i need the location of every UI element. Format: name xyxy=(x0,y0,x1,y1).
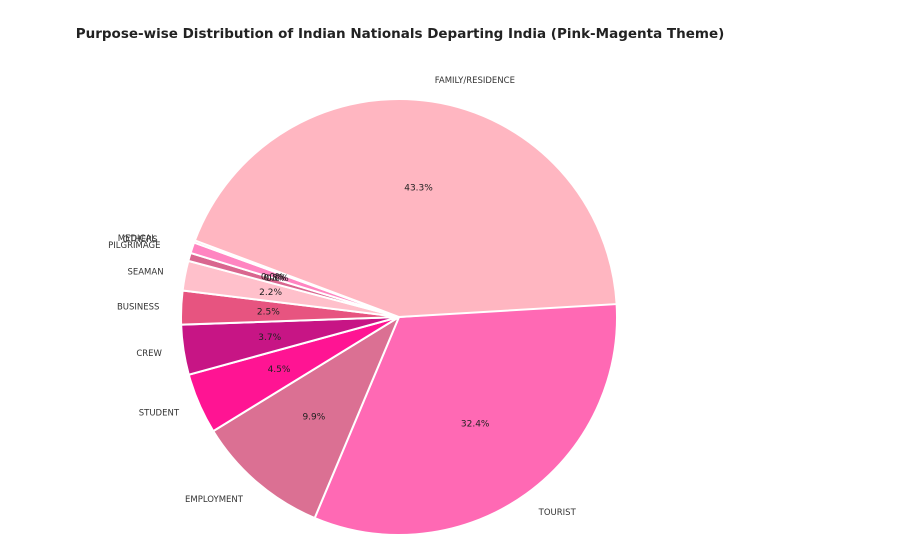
pct-label-tourist: 32.4% xyxy=(461,419,490,429)
pct-label-student: 4.5% xyxy=(268,365,291,375)
category-label-pilgrimage: PILGRIMAGE xyxy=(108,241,160,251)
category-label-medical: MEDICAL xyxy=(118,234,157,244)
category-label-student: STUDENT xyxy=(139,408,180,418)
pct-label-business: 2.5% xyxy=(257,307,280,317)
pct-label-pilgrimage: 0.6% xyxy=(266,274,289,284)
category-label-others: OTHERS xyxy=(123,235,158,245)
pct-label-employment: 9.9% xyxy=(302,412,325,422)
pie-slice-family-residence xyxy=(193,98,618,319)
category-label-seaman: SEAMAN xyxy=(127,267,163,277)
category-label-family-residence: FAMILY/RESIDENCE xyxy=(435,76,515,86)
pie-slice-tourist xyxy=(313,300,618,536)
pct-label-seaman: 2.2% xyxy=(259,288,282,298)
pct-label-medical: 0.0% xyxy=(261,273,284,283)
pct-label-family-residence: 43.3% xyxy=(404,184,433,194)
chart-title: Purpose-wise Distribution of Indian Nati… xyxy=(75,26,725,42)
category-label-crew: CREW xyxy=(136,349,162,359)
category-label-tourist: TOURIST xyxy=(538,508,577,518)
pct-label-others: 0.8% xyxy=(264,273,287,283)
pie-slice-employment xyxy=(211,314,402,520)
category-label-employment: EMPLOYMENT xyxy=(185,495,244,505)
pct-label-crew: 3.7% xyxy=(258,333,281,343)
category-label-business: BUSINESS xyxy=(117,303,159,313)
